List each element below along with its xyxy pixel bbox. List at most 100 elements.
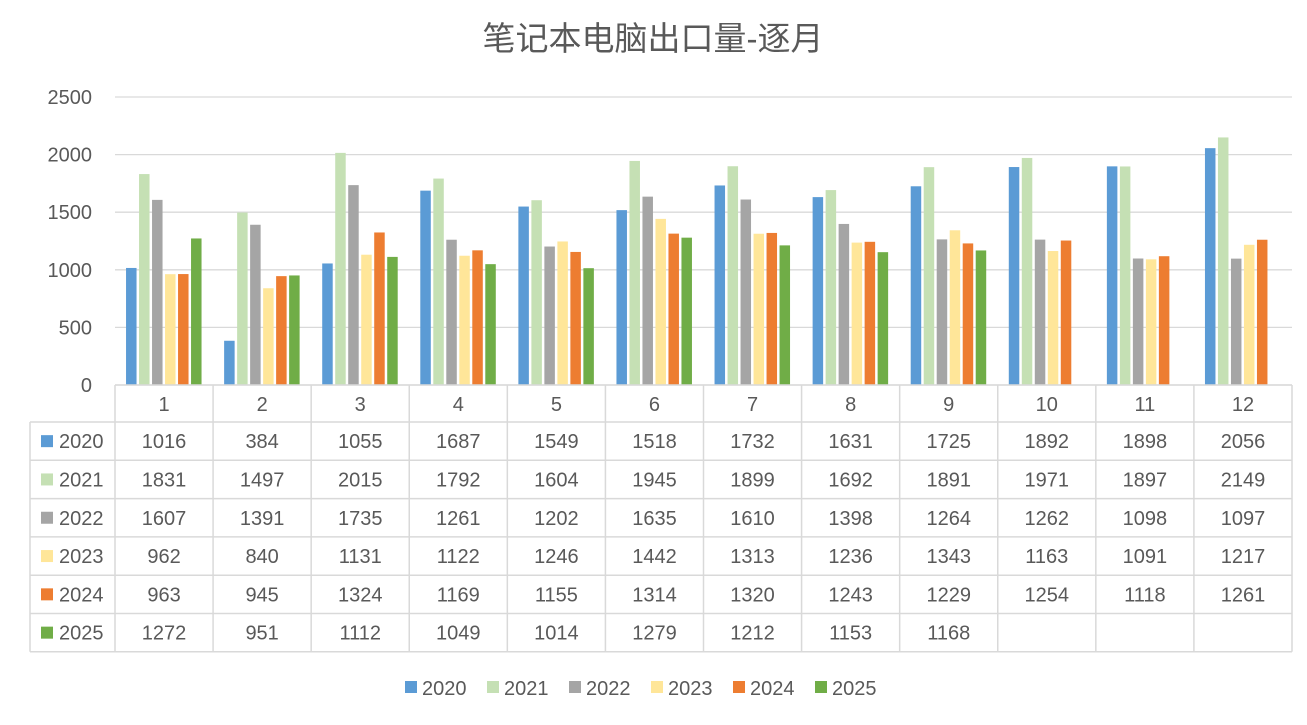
bar-2023-5 bbox=[557, 241, 568, 385]
table-legend-key-2025 bbox=[41, 626, 53, 639]
table-cell: 1091 bbox=[1123, 546, 1168, 568]
bar-2022-8 bbox=[838, 223, 850, 385]
table-legend-key-2023 bbox=[41, 550, 53, 563]
bar-2022-2 bbox=[250, 224, 261, 385]
table-cell: 1945 bbox=[632, 469, 677, 491]
bar-2024-6 bbox=[668, 233, 679, 385]
bar-2020-3 bbox=[322, 263, 333, 385]
table-cell: 1831 bbox=[142, 469, 187, 491]
table-cell: 1898 bbox=[1123, 431, 1168, 453]
table-cell: 1243 bbox=[828, 584, 873, 606]
table-cell: 1254 bbox=[1025, 584, 1070, 606]
bar-2021-9 bbox=[923, 167, 935, 385]
table-cell: 1897 bbox=[1123, 469, 1168, 491]
table-cell: 2015 bbox=[338, 469, 383, 491]
bar-2025-2 bbox=[289, 275, 300, 385]
bar-2021-1 bbox=[139, 174, 150, 385]
table-series-label: 2021 bbox=[59, 469, 104, 491]
x-tick-label: 8 bbox=[845, 394, 856, 416]
table-cell: 1732 bbox=[730, 431, 775, 453]
bar-2023-3 bbox=[361, 254, 372, 385]
bar-2020-11 bbox=[1106, 166, 1118, 385]
legend-label: 2025 bbox=[832, 678, 877, 700]
bar-2021-6 bbox=[629, 160, 640, 385]
legend-label: 2022 bbox=[586, 678, 631, 700]
table-cell: 1097 bbox=[1221, 508, 1266, 530]
y-tick-label: 2500 bbox=[48, 87, 93, 109]
table-cell: 1324 bbox=[338, 584, 383, 606]
legend-key-2020 bbox=[405, 681, 417, 693]
table-cell: 2149 bbox=[1221, 469, 1266, 491]
y-tick-label: 1500 bbox=[48, 202, 93, 224]
table-cell: 1314 bbox=[632, 584, 677, 606]
table-series-label: 2025 bbox=[59, 623, 104, 645]
bar-2021-8 bbox=[825, 190, 837, 385]
table-cell: 1518 bbox=[632, 431, 677, 453]
bar-2023-12 bbox=[1243, 244, 1255, 385]
table-cell: 1792 bbox=[436, 469, 481, 491]
table-cell: 1155 bbox=[535, 584, 578, 606]
table-cell: 1971 bbox=[1025, 469, 1070, 491]
table-cell: 951 bbox=[245, 623, 278, 645]
table-cell: 1607 bbox=[142, 508, 187, 530]
table-cell: 963 bbox=[147, 584, 180, 606]
table-cell: 1735 bbox=[338, 508, 383, 530]
bar-2022-6 bbox=[642, 196, 653, 385]
bar-2024-8 bbox=[864, 241, 876, 385]
table-cell: 1202 bbox=[534, 508, 579, 530]
bar-2023-9 bbox=[949, 230, 961, 385]
bar-2022-3 bbox=[348, 185, 359, 385]
y-tick-label: 0 bbox=[81, 375, 92, 397]
table-legend-key-2024 bbox=[41, 588, 53, 601]
table-cell: 1892 bbox=[1025, 431, 1070, 453]
legend-key-2021 bbox=[487, 681, 499, 693]
table-cell: 1236 bbox=[828, 546, 873, 568]
bar-2021-11 bbox=[1119, 166, 1131, 385]
legend-key-2023 bbox=[651, 681, 663, 693]
x-tick-label: 12 bbox=[1232, 394, 1254, 416]
x-tick-label: 9 bbox=[943, 394, 954, 416]
bar-2024-2 bbox=[276, 276, 287, 385]
bar-2020-2 bbox=[224, 340, 235, 385]
bar-2024-11 bbox=[1158, 256, 1170, 385]
x-tick-label: 10 bbox=[1036, 394, 1058, 416]
bar-2023-10 bbox=[1047, 251, 1059, 385]
bar-2021-12 bbox=[1217, 137, 1229, 385]
x-tick-label: 4 bbox=[453, 394, 464, 416]
table-cell: 1122 bbox=[437, 546, 480, 568]
table-cell: 1212 bbox=[730, 623, 775, 645]
table-cell: 1610 bbox=[730, 508, 775, 530]
table-cell: 1169 bbox=[437, 584, 480, 606]
x-tick-label: 2 bbox=[257, 394, 268, 416]
table-cell: 1168 bbox=[927, 623, 970, 645]
bar-2022-11 bbox=[1132, 258, 1144, 385]
table-series-label: 2024 bbox=[59, 584, 104, 606]
bar-2023-6 bbox=[655, 218, 666, 385]
table-cell: 1687 bbox=[436, 431, 481, 453]
x-tick-label: 6 bbox=[649, 394, 660, 416]
x-tick-label: 3 bbox=[355, 394, 366, 416]
bar-2022-1 bbox=[152, 199, 163, 385]
bar-2020-7 bbox=[714, 185, 726, 385]
bar-2022-7 bbox=[740, 199, 752, 385]
bar-2020-1 bbox=[126, 267, 137, 385]
table-cell: 1264 bbox=[926, 508, 971, 530]
table-series-label: 2023 bbox=[59, 546, 104, 568]
table-cell: 1549 bbox=[534, 431, 579, 453]
legend-label: 2021 bbox=[504, 678, 549, 700]
bar-2025-3 bbox=[387, 256, 398, 385]
bar-2022-4 bbox=[446, 239, 457, 385]
bar-2025-5 bbox=[583, 268, 594, 385]
table-cell: 1497 bbox=[240, 469, 285, 491]
table-cell: 1272 bbox=[142, 623, 187, 645]
bar-2020-12 bbox=[1204, 148, 1216, 385]
table-cell: 1725 bbox=[926, 431, 971, 453]
table-cell: 1635 bbox=[632, 508, 677, 530]
bar-2021-5 bbox=[531, 200, 542, 385]
chart-title: 笔记本电脑出口量-逐月 bbox=[483, 20, 824, 57]
table-cell: 1055 bbox=[338, 431, 383, 453]
table-cell: 1631 bbox=[828, 431, 873, 453]
y-axis: 0 500 1000 1500 2000 2500 bbox=[48, 87, 93, 397]
bar-2024-3 bbox=[374, 232, 385, 385]
